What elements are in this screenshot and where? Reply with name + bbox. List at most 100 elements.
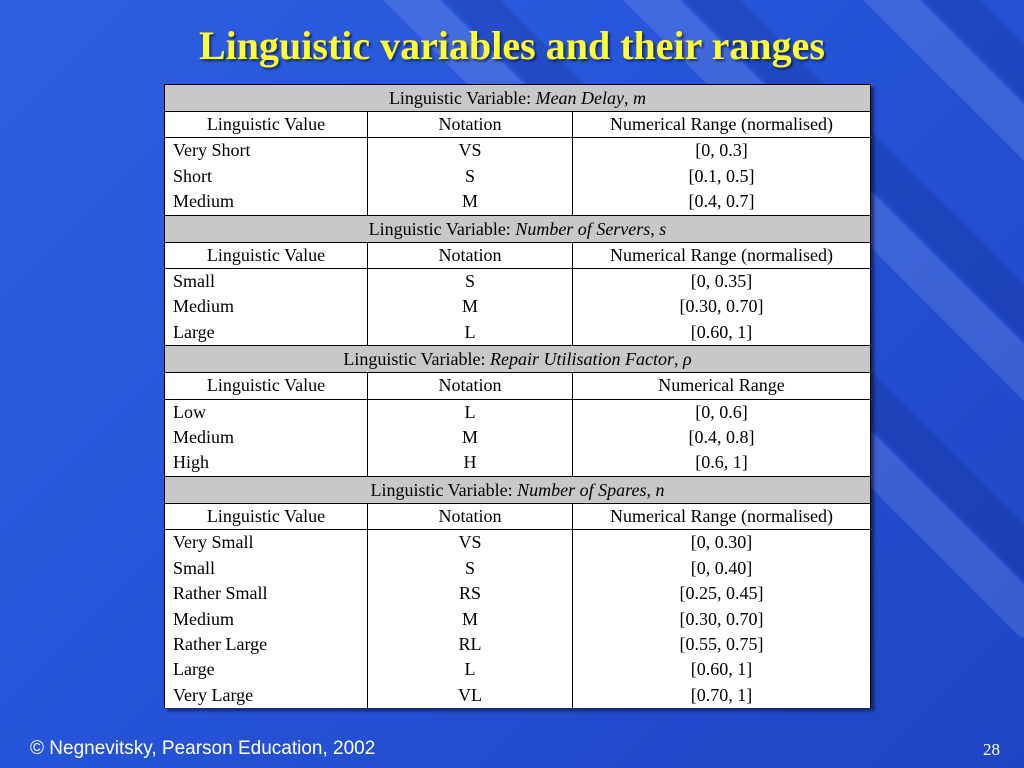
cell-notation: RS [367,581,573,607]
cell-notation: S [367,268,573,295]
header-notation: Notation [367,110,573,139]
column-header-row: Linguistic Value Notation Numerical Range … [164,110,871,139]
header-notation: Notation [367,372,573,400]
cell-linguistic-value: Small [164,268,368,295]
cell-notation: VS [367,137,573,164]
cell-linguistic-value: Medium [164,294,368,320]
page-number: 28 [983,740,1000,759]
cell-linguistic-value: Very Short [164,137,368,164]
table-row: Very Small VS [0, 0.30] [164,529,871,556]
variable-header-row: Linguistic Variable: Repair Utilisation … [164,345,871,374]
variable-header-row: Linguistic Variable: Number of Spares, n [164,475,871,504]
linguistic-variables-table: Linguistic Variable: Mean Delay, m Lingui… [164,84,871,709]
variable-separator: , [646,479,656,500]
column-header-row: Linguistic Value Notation Numerical Range [164,372,871,400]
cell-linguistic-value: Medium [164,425,368,451]
header-notation: Notation [367,241,573,270]
header-numerical-range: Numerical Range [572,372,871,400]
cell-numerical-range: [0.70, 1] [572,682,871,709]
slide-title: Linguistic variables and their ranges [199,23,825,68]
cell-notation: M [367,606,573,632]
cell-numerical-range: [0, 0.3] [572,137,871,164]
header-linguistic-value: Linguistic Value [164,372,368,400]
table-row: Short S [0.1, 0.5] [164,163,871,190]
table-row: Medium M [0.4, 0.7] [164,189,871,216]
table-row: Small S [0, 0.35] [164,268,871,295]
table-row: Medium M [0.4, 0.8] [164,425,871,451]
table-row: Rather Large RL [0.55, 0.75] [164,631,871,658]
table-row: Medium M [0.30, 0.70] [164,294,871,320]
cell-numerical-range: [0.30, 0.70] [572,294,871,320]
cell-numerical-range: [0.1, 0.5] [572,163,871,190]
header-numerical-range: Numerical Range (normalised) [572,110,871,139]
cell-notation: VS [367,529,573,556]
variable-name: Number of Spares [517,479,647,500]
cell-notation: M [367,189,573,216]
cell-numerical-range: [0, 0.6] [572,399,871,426]
variable-separator: , [650,218,660,239]
variable-prefix: Linguistic Variable: [370,479,518,500]
header-linguistic-value: Linguistic Value [164,502,368,531]
cell-notation: L [367,399,573,426]
variable-separator: , [674,349,683,370]
table-row: Large L [0.60, 1] [164,319,871,346]
column-header-row: Linguistic Value Notation Numerical Range … [164,241,871,270]
variable-header-row: Linguistic Variable: Mean Delay, m [164,84,871,112]
variable-header-cell: Linguistic Variable: Number of Spares, n [164,475,871,504]
cell-linguistic-value: Rather Large [164,631,368,658]
header-numerical-range: Numerical Range (normalised) [572,241,871,270]
cell-notation: S [367,163,573,190]
cell-numerical-range: [0.4, 0.8] [572,425,871,451]
cell-linguistic-value: Low [164,399,368,426]
cell-linguistic-value: Medium [164,189,368,216]
variable-symbol: s [659,218,667,239]
cell-linguistic-value: Large [164,319,368,346]
cell-notation: VL [367,682,573,709]
linguistic-variables-table-wrapper: Linguistic Variable: Mean Delay, m Lingui… [164,84,871,709]
table-row: Low L [0, 0.6] [164,399,871,426]
table-row: Small S [0, 0.40] [164,555,871,582]
cell-linguistic-value: Small [164,555,368,582]
table-row: Medium M [0.30, 0.70] [164,606,871,632]
table-row: High H [0.6, 1] [164,450,871,477]
cell-linguistic-value: Medium [164,606,368,632]
cell-numerical-range: [0.60, 1] [572,319,871,346]
cell-notation: S [367,555,573,582]
cell-linguistic-value: High [164,450,368,477]
variable-symbol: m [633,88,647,108]
variable-name: Repair Utilisation Factor [490,349,674,370]
header-linguistic-value: Linguistic Value [164,110,368,139]
cell-numerical-range: [0, 0.35] [572,268,871,295]
variable-header-cell: Linguistic Variable: Mean Delay, m [164,84,871,112]
cell-numerical-range: [0.6, 1] [572,450,871,477]
cell-numerical-range: [0, 0.40] [572,555,871,582]
column-header-row: Linguistic Value Notation Numerical Range … [164,502,871,531]
variable-name: Number of Servers [515,218,651,239]
cell-linguistic-value: Very Small [164,529,368,556]
variable-separator: , [624,88,634,108]
copyright-footer: © Negnevitsky, Pearson Education, 2002 [30,738,376,759]
table-row: Very Large VL [0.70, 1] [164,682,871,709]
table-row: Large L [0.60, 1] [164,657,871,683]
cell-numerical-range: [0.60, 1] [572,657,871,683]
header-numerical-range: Numerical Range (normalised) [572,502,871,531]
variable-header-cell: Linguistic Variable: Number of Servers, … [164,214,871,243]
cell-notation: L [367,319,573,346]
header-notation: Notation [367,502,573,531]
table-row: Very Short VS [0, 0.3] [164,137,871,164]
table-row: Rather Small RS [0.25, 0.45] [164,581,871,607]
cell-notation: H [367,450,573,477]
cell-notation: M [367,425,573,451]
cell-linguistic-value: Rather Small [164,581,368,607]
cell-numerical-range: [0.55, 0.75] [572,631,871,658]
cell-numerical-range: [0.4, 0.7] [572,189,871,216]
cell-linguistic-value: Very Large [164,682,368,709]
header-linguistic-value: Linguistic Value [164,241,368,270]
variable-prefix: Linguistic Variable: [388,88,536,108]
cell-numerical-range: [0.25, 0.45] [572,581,871,607]
variable-header-cell: Linguistic Variable: Repair Utilisation … [164,345,871,374]
variable-symbol: ρ [683,349,692,370]
variable-symbol: n [655,479,665,500]
cell-numerical-range: [0, 0.30] [572,529,871,556]
variable-prefix: Linguistic Variable: [368,218,516,239]
